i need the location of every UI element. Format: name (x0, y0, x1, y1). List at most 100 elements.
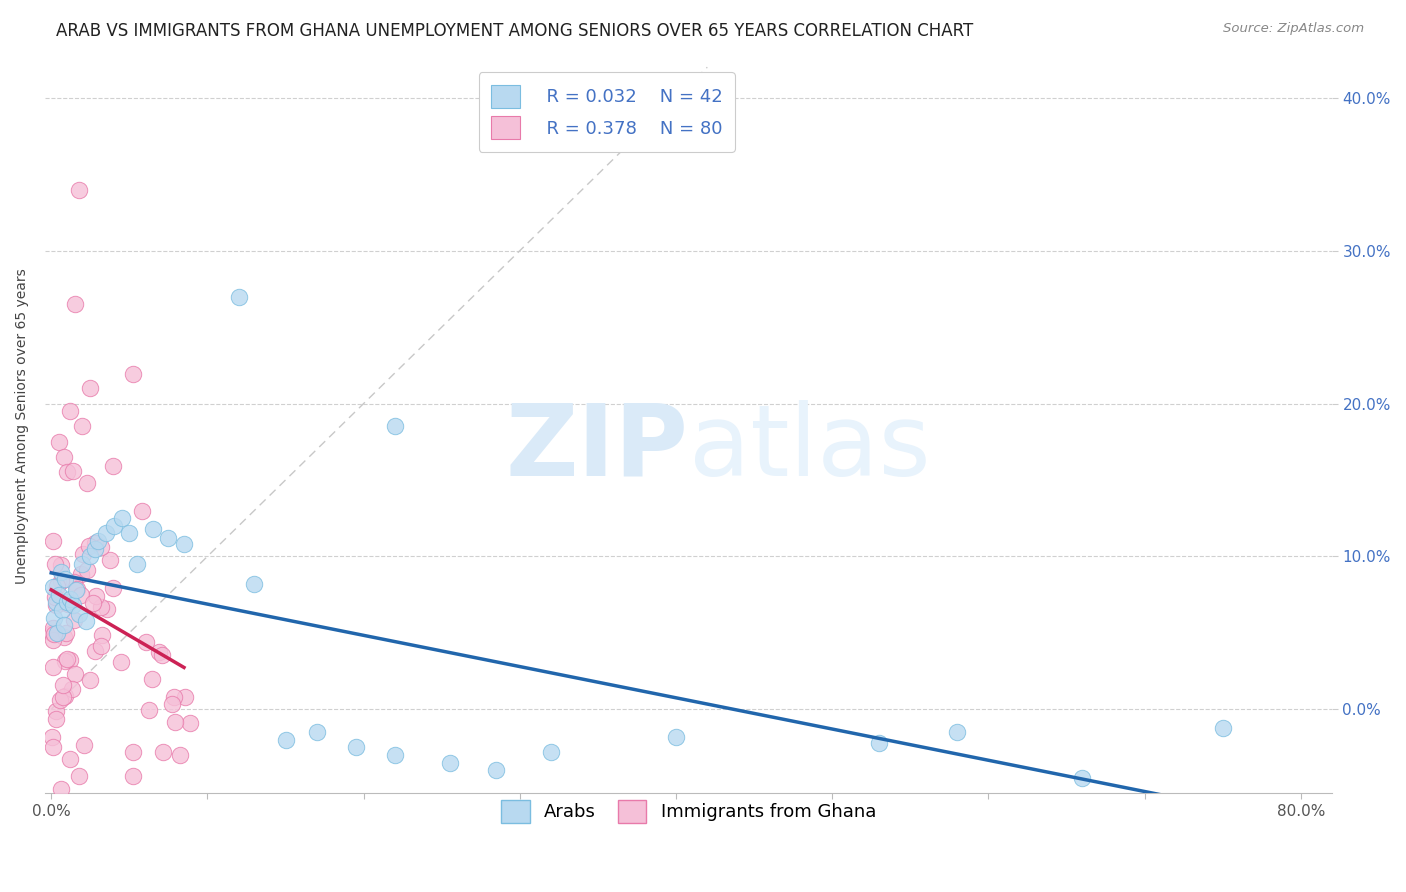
Point (90, 541, 112, 555)
Point (87, 534, 110, 549)
Point (51, 603, 73, 617)
Point (163, 690, 186, 704)
Point (75, 614, 97, 628)
Point (150, 648, 173, 662)
Point (76, 563, 98, 577)
Point (101, 458, 124, 473)
Point (62, 575, 84, 590)
Point (665, 730, 688, 744)
Point (83, 644, 105, 658)
Point (76, 475, 98, 490)
Point (49, 781, 72, 796)
Point (42, 660, 65, 674)
Point (110, 511, 132, 525)
Point (110, 655, 132, 669)
Point (45, 599, 67, 613)
Point (49, 574, 72, 589)
Point (41, 626, 63, 640)
Point (79, 673, 101, 687)
Point (70, 567, 93, 582)
Point (58, 752, 80, 766)
Point (56, 597, 79, 611)
Point (160, 697, 183, 711)
Point (56, 652, 79, 666)
Point (52, 630, 75, 644)
Point (63, 297, 86, 311)
Point (131, 504, 153, 518)
Point (1212, 721, 1234, 735)
Text: Source: ZipAtlas.com: Source: ZipAtlas.com (1223, 22, 1364, 36)
Point (439, 756, 461, 770)
Point (72, 547, 94, 561)
Point (45, 595, 67, 609)
Point (52, 450, 75, 464)
Point (44, 558, 66, 572)
Point (67, 607, 90, 622)
Point (946, 725, 969, 739)
Point (52, 690, 75, 705)
Point (90, 639, 112, 653)
Point (65, 582, 87, 597)
Point (96, 602, 118, 616)
Legend: Arabs, Immigrants from Ghana: Arabs, Immigrants from Ghana (488, 788, 889, 836)
Point (73, 738, 96, 752)
Point (59, 592, 82, 607)
Point (59, 404, 82, 418)
Point (485, 764, 508, 778)
Point (41, 731, 63, 745)
Point (1071, 771, 1094, 785)
Point (243, 577, 266, 591)
Point (127, 557, 149, 571)
Point (72, 419, 94, 434)
Point (48, 434, 70, 449)
Point (46, 625, 69, 640)
Point (121, 746, 143, 760)
Point (44, 610, 66, 624)
Point (122, 769, 145, 783)
Point (63, 613, 86, 627)
Point (63, 667, 86, 681)
Point (152, 745, 174, 759)
Point (118, 526, 141, 541)
Point (59, 652, 82, 666)
Point (173, 537, 195, 551)
Point (142, 522, 165, 536)
Point (165, 714, 187, 729)
Point (174, 690, 197, 704)
Point (122, 367, 145, 381)
Point (53, 572, 76, 586)
Point (141, 672, 163, 686)
Point (49, 693, 72, 707)
Text: ZIP: ZIP (506, 400, 689, 497)
Point (67, 182, 90, 196)
Point (91, 628, 114, 642)
Point (60, 682, 83, 697)
Point (72, 557, 94, 571)
Point (52, 678, 75, 692)
Text: atlas: atlas (689, 400, 931, 497)
Point (42, 621, 65, 635)
Point (49, 565, 72, 579)
Point (79, 549, 101, 564)
Point (42, 580, 65, 594)
Point (84, 541, 107, 556)
Point (135, 635, 157, 649)
Point (42, 534, 65, 549)
Point (79, 381, 101, 395)
Point (90, 599, 112, 614)
Point (157, 531, 180, 545)
Point (62, 599, 84, 613)
Point (84, 536, 107, 550)
Point (101, 581, 124, 595)
Point (103, 519, 125, 533)
Point (53, 689, 76, 703)
Point (84, 590, 107, 604)
Point (274, 732, 297, 747)
Point (79, 539, 101, 553)
Point (42, 627, 65, 641)
Point (49, 558, 72, 573)
Point (42, 739, 65, 754)
Point (46, 579, 69, 593)
Point (344, 740, 367, 755)
Point (305, 725, 328, 739)
